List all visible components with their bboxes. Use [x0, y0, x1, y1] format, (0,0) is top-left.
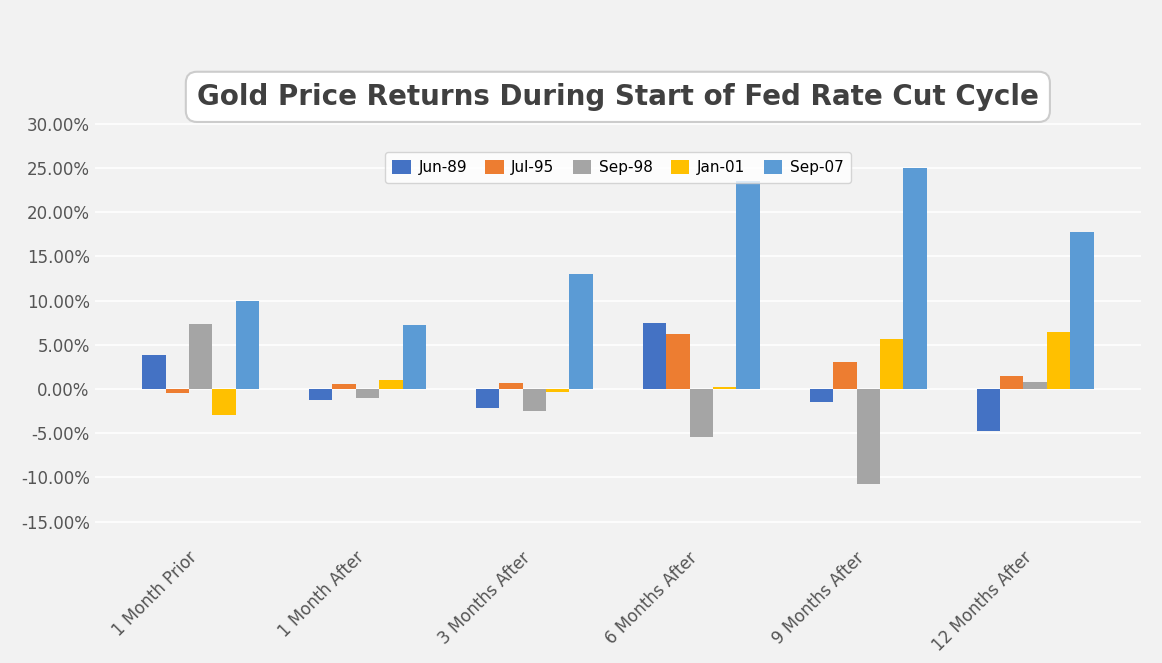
Bar [332, 384, 356, 389]
Bar [856, 389, 880, 483]
Bar [142, 355, 165, 389]
Bar [689, 389, 713, 437]
Bar [880, 339, 903, 389]
Bar [213, 389, 236, 416]
Bar [500, 383, 523, 389]
Bar [666, 334, 689, 389]
Legend: Jun-89, Jul-95, Sep-98, Jan-01, Sep-07: Jun-89, Jul-95, Sep-98, Jan-01, Sep-07 [385, 152, 851, 183]
Bar [903, 168, 926, 389]
Bar [810, 389, 833, 402]
Bar [546, 389, 569, 392]
Bar [713, 387, 737, 389]
Bar [189, 324, 213, 389]
Bar [833, 363, 856, 389]
Bar [236, 300, 259, 389]
Bar [569, 274, 593, 389]
Bar [1047, 332, 1070, 389]
Text: Gold Price Returns During Start of Fed Rate Cut Cycle: Gold Price Returns During Start of Fed R… [196, 83, 1039, 111]
Bar [977, 389, 1000, 432]
Bar [356, 389, 379, 398]
Bar [165, 389, 189, 393]
Bar [1070, 231, 1093, 389]
Bar [379, 380, 402, 389]
Bar [1024, 382, 1047, 389]
Bar [1000, 376, 1024, 389]
Bar [309, 389, 332, 400]
Bar [523, 389, 546, 411]
Bar [476, 389, 500, 408]
Bar [737, 181, 760, 389]
Bar [402, 326, 426, 389]
Bar [643, 323, 666, 389]
